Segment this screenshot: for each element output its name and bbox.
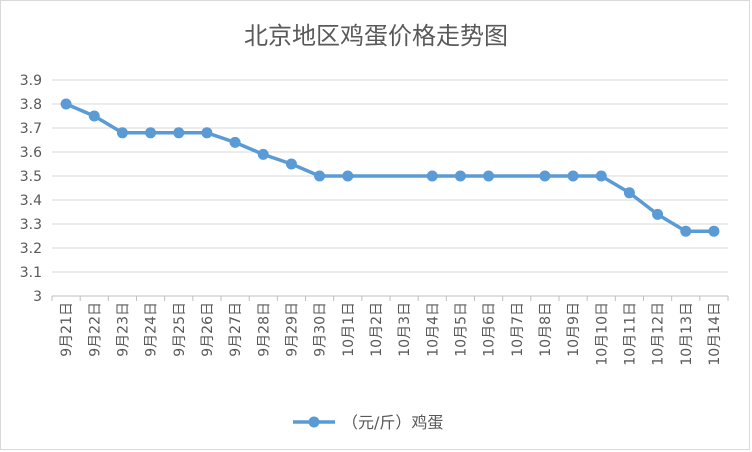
legend-label: （元/斤）鸡蛋 [342,413,443,432]
x-tick-label: 10月2日 [369,302,385,357]
x-tick-label: 10月5日 [453,302,469,357]
y-tick-label: 3.7 [20,121,42,137]
series-layer [60,98,720,237]
axis-layer: 3 3.1 3.2 3.3 3.4 3.5 3.6 3.7 3.8 3.9 9月21日 9月22日 9月… [20,73,729,366]
data-point [229,136,241,148]
legend: （元/斤）鸡蛋 [293,413,443,432]
data-point [483,170,495,182]
x-tick-label: 10月10日 [594,302,610,366]
data-point [173,127,185,139]
x-tick-label: 9月23日 [115,302,131,357]
x-tick-label: 10月3日 [397,302,413,357]
data-point [342,170,354,182]
data-point [201,127,213,139]
grid-layer [52,79,728,273]
x-tick-label: 9月27日 [228,302,244,357]
x-tick-label: 10月11日 [622,302,638,366]
x-tick-label: 9月29日 [284,302,300,357]
data-point [145,127,157,139]
data-point [257,148,269,160]
x-tick-label: 9月21日 [59,302,75,357]
x-tick-label: 10月8日 [538,302,554,357]
x-tick-label: 10月7日 [510,302,526,357]
data-point [652,208,664,220]
x-tick-label: 9月26日 [200,302,216,357]
x-tick-label: 10月12日 [651,302,667,366]
y-tick-label: 3 [33,289,42,305]
data-point [539,170,551,182]
data-point [60,98,72,110]
series-line [64,102,716,233]
x-tick-label: 9月30日 [313,302,329,357]
y-tick-label: 3.8 [20,97,42,113]
legend-marker [308,416,320,428]
y-tick-label: 3.2 [20,241,42,257]
data-point [285,158,297,170]
data-point [567,170,579,182]
y-tick-label: 3.1 [20,265,42,281]
chart-title: 北京地区鸡蛋价格走势图 [244,22,508,50]
data-point [116,127,128,139]
y-tick-label: 3.9 [20,73,42,89]
data-point [314,170,326,182]
x-tick-label: 9月22日 [87,302,103,357]
data-point [623,187,635,199]
x-tick-label: 10月6日 [482,302,498,357]
data-point [595,170,607,182]
x-tick-label: 9月24日 [144,302,160,357]
data-point [708,225,720,237]
data-point [680,225,692,237]
y-tick-label: 3.3 [20,217,42,233]
x-tick-label: 10月14日 [707,302,723,366]
x-tick-label: 10月1日 [341,302,357,357]
data-point [426,170,438,182]
x-tick-label: 9月28日 [256,302,272,357]
x-tick-label: 10月4日 [425,302,441,357]
x-tick-label: 9月25日 [172,302,188,357]
y-tick-label: 3.5 [20,169,42,185]
data-point [454,170,466,182]
data-point [88,110,100,122]
y-tick-label: 3.6 [20,145,42,161]
x-tick-label: 10月13日 [679,302,695,366]
y-tick-label: 3.4 [20,193,42,209]
x-tick-label: 10月9日 [566,302,582,357]
